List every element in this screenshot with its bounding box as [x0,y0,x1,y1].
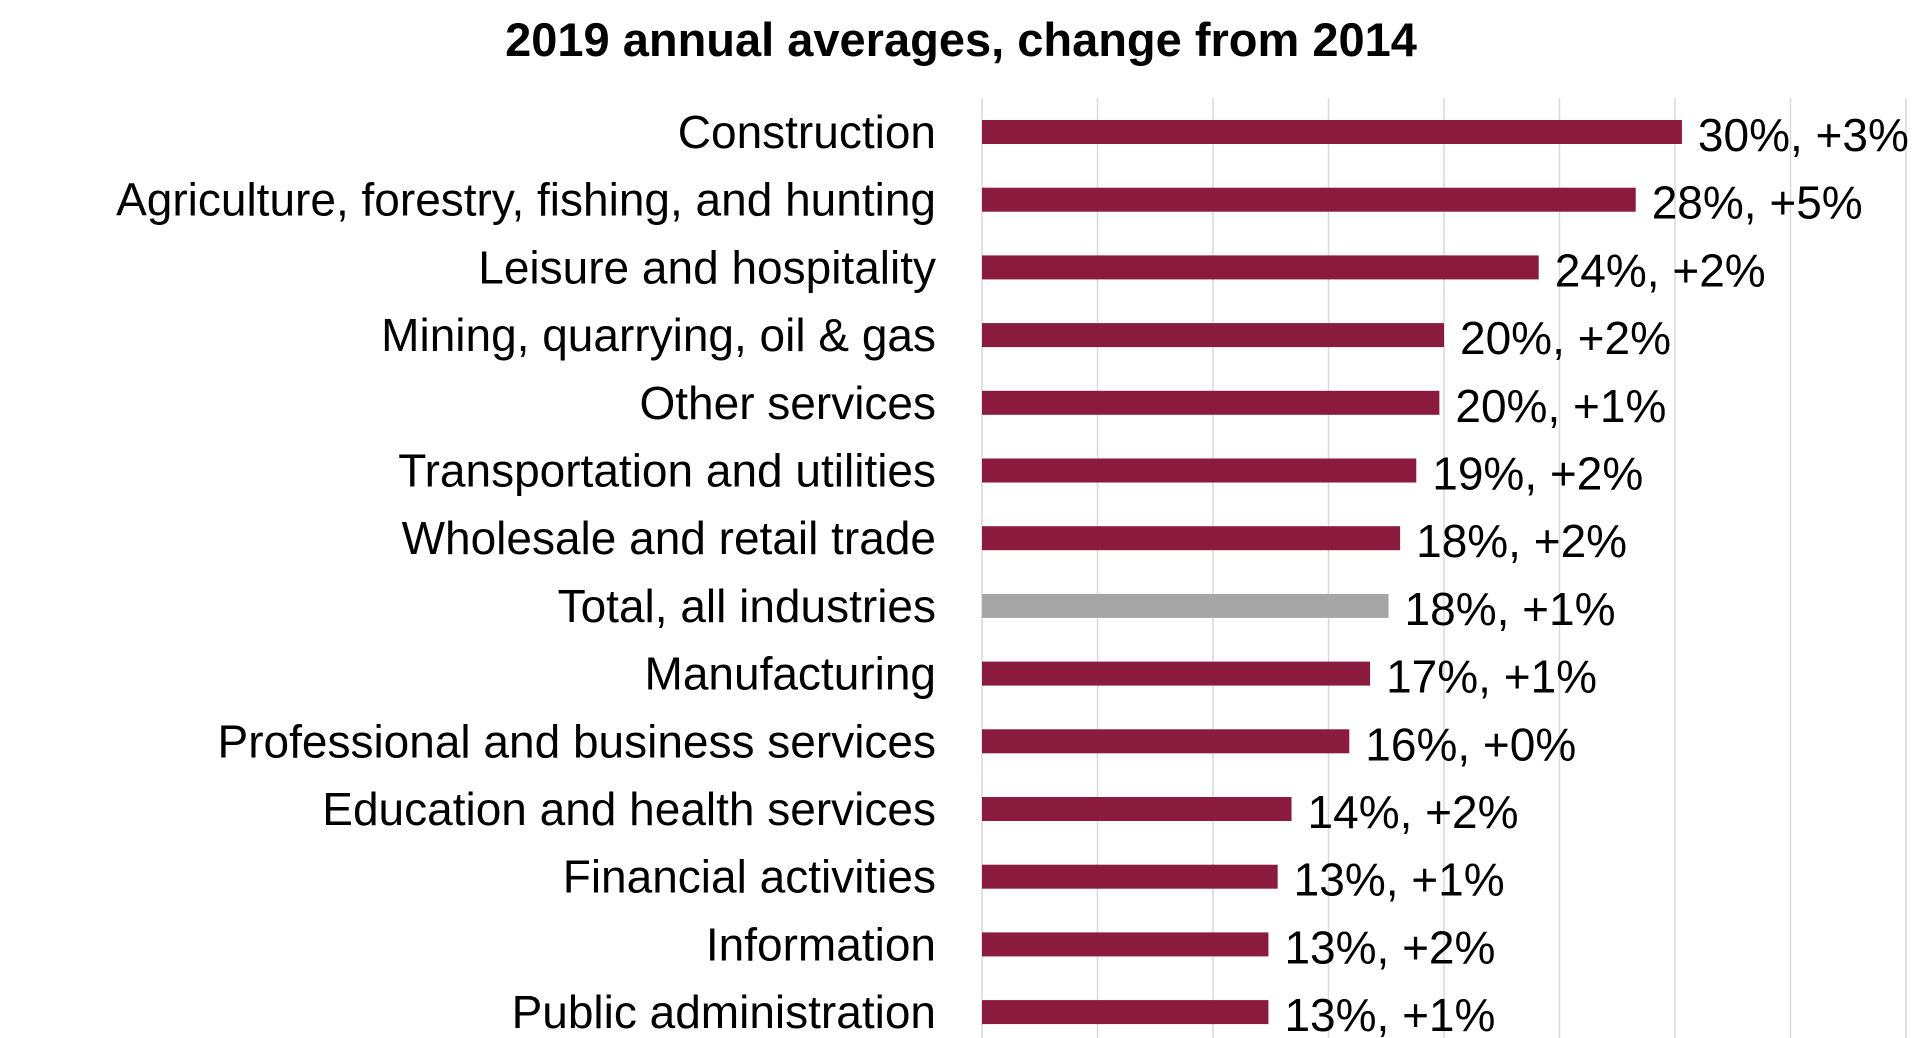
data-label: 28%, +5% [1652,177,1863,229]
category-label: Agriculture, forestry, fishing, and hunt… [116,174,936,226]
data-labels: 30%, +3% 28%, +5% 24%, +2% 20%, +2% 20%, +1%… [1284,109,1908,1038]
category-label: Information [706,918,936,970]
data-label: 24%, +2% [1555,244,1766,296]
bars [982,120,1682,1025]
bar [982,797,1292,821]
category-label: Other services [639,377,936,429]
bar [982,1000,1269,1025]
category-label: Financial activities [563,851,936,903]
bar [982,187,1636,212]
category-label: Education and health services [322,783,936,835]
bar [982,390,1440,415]
category-label: Construction [678,106,936,158]
bar [982,661,1371,686]
data-label: 20%, +1% [1455,380,1666,432]
category-label: Manufacturing [645,648,937,700]
data-label: 13%, +1% [1284,989,1495,1038]
data-label: 13%, +1% [1294,854,1505,906]
data-label: 17%, +1% [1386,651,1597,703]
bar [982,864,1278,889]
data-label: 18%, +2% [1416,515,1627,567]
category-label: Total, all industries [558,580,936,632]
data-label: 13%, +2% [1284,921,1495,973]
category-label: Transportation and utilities [398,445,936,497]
bar [982,526,1401,551]
bar [982,120,1682,144]
data-label: 18%, +1% [1405,583,1616,635]
bar [982,932,1269,957]
category-label: Professional and business services [218,715,936,767]
data-label: 19%, +2% [1432,448,1643,500]
category-label: Mining, quarrying, oil & gas [381,309,936,361]
category-label: Public administration [512,986,936,1038]
data-label: 30%, +3% [1698,109,1909,161]
chart-title: 2019 annual averages, change from 2014 [505,13,1417,66]
bar [982,458,1417,483]
data-label: 20%, +2% [1460,312,1671,364]
bar [982,255,1539,280]
gridlines [981,98,1907,1038]
data-label: 16%, +0% [1365,718,1576,770]
bar [982,323,1444,348]
category-label: Leisure and hospitality [478,241,936,293]
data-label: 14%, +2% [1308,786,1519,838]
category-label: Wholesale and retail trade [402,512,936,564]
bar [982,593,1389,618]
category-labels: Construction Agriculture, forestry, fishi… [116,106,936,1038]
bar [982,729,1350,754]
